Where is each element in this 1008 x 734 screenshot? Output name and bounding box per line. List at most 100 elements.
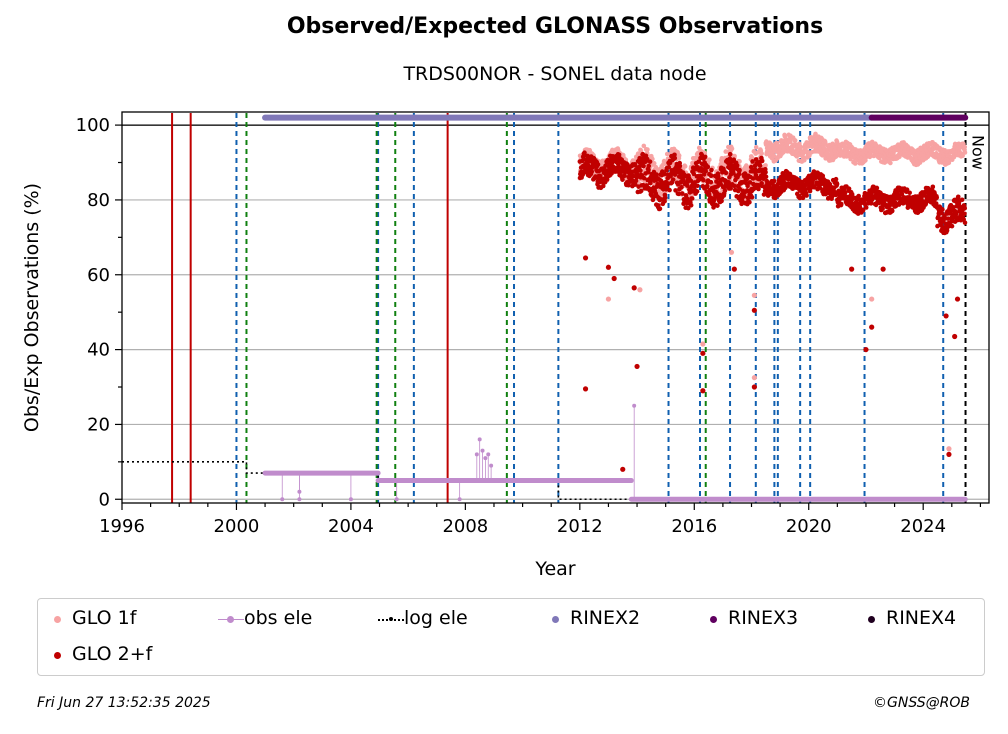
glo2f-point [582,150,587,155]
glo2f-outlier [751,384,757,390]
glo1f-point [651,161,657,166]
glo1f-point [753,144,759,150]
y-tick-label: 60 [87,265,110,286]
glo2f-point [741,193,747,199]
glo2f-point [680,191,685,196]
glo1f-point [641,143,647,149]
glo2f-point [667,187,672,193]
glo2f-point [868,201,874,206]
series-obs-ele-point [457,497,462,502]
glo2f-point [600,183,606,189]
glo2f-outlier [943,313,949,319]
series-obs-ele-point [486,452,491,457]
series-obs-ele-point [483,456,488,461]
glo1f-point [676,153,682,158]
glo2f-point [616,152,622,158]
series-obs-ele-point [477,437,482,442]
glo1f-point [852,161,858,166]
glo2f-point [716,175,721,181]
glo2f-point [691,171,697,177]
glo2f-point [759,158,765,164]
series-obs-ele-point [348,497,353,502]
glo2f-point [657,206,663,212]
glo1f-point [664,151,670,157]
series-obs-ele-point [474,452,479,457]
glo2f-point [734,163,740,168]
glo2f-point [695,183,700,189]
glo2f-outlier [863,346,869,353]
glo1f-point [763,163,768,168]
glo2f-point [701,177,706,183]
glo2f-outlier [751,307,757,313]
glo2f-point [962,220,968,225]
plot-frame [121,111,990,504]
glo1f-outlier [637,287,643,293]
legend-label: RINEX3 [728,607,799,629]
legend-label: log ele [404,607,468,629]
glo2f-outlier [731,266,737,272]
glo2f-point [632,161,638,167]
glo1f-point [798,145,803,150]
glo1f-point [863,157,868,163]
glo2f-point [699,168,704,174]
glo2f-point [651,194,656,200]
glo2f-point [708,173,714,179]
credit: ©GNSS@ROB [873,695,970,711]
glo2f-point [632,182,638,187]
glo2f-point [732,183,737,189]
legend-item: GLO 1f [50,607,136,629]
glo2f-point [860,208,866,213]
glo1f-outlier [869,296,875,302]
glo2f-point [666,164,672,170]
glo2f-point [633,178,639,184]
glo1f-outlier [605,296,612,302]
glo2f-point [679,184,684,190]
glo1f-point [682,164,688,169]
glo1f-point [645,147,650,152]
glo2f-point [935,223,940,229]
glo2f-outlier [952,333,958,340]
glo1f-point [707,157,712,163]
legend-item: GLO 2+f [50,643,152,665]
series-obs-ele-point [394,497,399,502]
glo2f-point [727,151,733,157]
glo2f-point [614,169,620,174]
glo2f-point [757,163,763,168]
legend-marker [50,613,72,625]
glo2f-point [737,186,743,192]
glo2f-outlier [582,386,589,392]
legend-item: log ele [378,607,468,629]
legend-marker [378,613,404,625]
glo2f-point [889,208,895,214]
glo1f-point [638,148,644,154]
glo2f-point [703,168,709,174]
glo2f-outlier [700,388,706,394]
glo2f-outlier [849,266,855,272]
glo2f-point [863,205,869,210]
glo1f-point [749,155,755,161]
glo2f-point [676,191,682,197]
glo2f-point [696,159,701,164]
glo1f-outlier [728,249,735,255]
glo2f-point [939,210,944,216]
chart-subtitle: TRDS00NOR - SONEL data node [403,63,707,85]
glo2f-point [763,169,768,175]
glo2f-point [842,190,848,195]
glo2f-point [940,207,945,212]
glo2f-point [589,169,595,174]
glo1f-point [729,146,735,152]
legend-item: obs ele [218,607,312,629]
glo2f-point [930,184,936,190]
glo1f-outlier [751,292,757,298]
glo2f-point [709,167,714,173]
glo2f-point [962,211,967,217]
timestamp: Fri Jun 27 13:52:35 2025 [37,695,211,711]
legend-label: RINEX4 [886,607,957,629]
glo2f-point [836,188,841,194]
glo2f-point [907,190,912,196]
legend-item: RINEX4 [864,607,956,629]
glo2f-point [949,223,955,229]
glo2f-outlier [954,296,961,302]
glo1f-point [610,147,615,153]
